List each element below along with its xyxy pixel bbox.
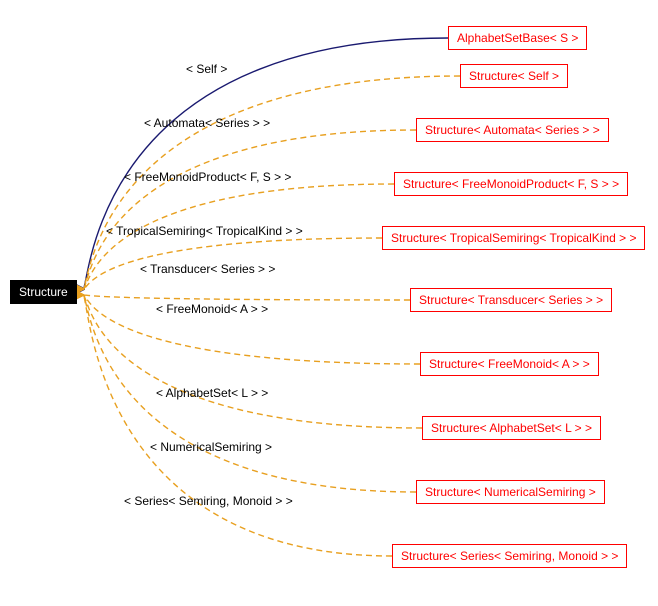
leaf-node-label: Structure< Automata< Series > > <box>425 123 600 137</box>
inheritance-edge <box>83 38 448 289</box>
edge-label: < FreeMonoidProduct< F, S > > <box>124 170 291 184</box>
leaf-node-label: AlphabetSetBase< S > <box>457 31 578 45</box>
leaf-node: Structure< NumericalSemiring > <box>416 480 605 504</box>
leaf-node: Structure< Self > <box>460 64 568 88</box>
leaf-node-label: Structure< FreeMonoidProduct< F, S > > <box>403 177 619 191</box>
leaf-node: Structure< Automata< Series > > <box>416 118 609 142</box>
leaf-node: AlphabetSetBase< S > <box>448 26 587 50</box>
leaf-node-label: Structure< Transducer< Series > > <box>419 293 603 307</box>
edge-label: < Transducer< Series > > <box>140 262 275 276</box>
leaf-node-label: Structure< TropicalSemiring< TropicalKin… <box>391 231 636 245</box>
leaf-node-label: Structure< Self > <box>469 69 559 83</box>
root-node-structure: Structure <box>10 280 77 304</box>
edge-label: < Series< Semiring, Monoid > > <box>124 494 293 508</box>
edge-label: < NumericalSemiring > <box>150 440 272 454</box>
leaf-node-label: Structure< NumericalSemiring > <box>425 485 596 499</box>
root-node-label: Structure <box>19 285 68 299</box>
leaf-node-label: Structure< Series< Semiring, Monoid > > <box>401 549 618 563</box>
leaf-node-label: Structure< AlphabetSet< L > > <box>431 421 592 435</box>
leaf-node: Structure< AlphabetSet< L > > <box>422 416 601 440</box>
leaf-node: Structure< FreeMonoidProduct< F, S > > <box>394 172 628 196</box>
inheritance-edge <box>83 295 392 556</box>
leaf-node-label: Structure< FreeMonoid< A > > <box>429 357 590 371</box>
leaf-node: Structure< Transducer< Series > > <box>410 288 612 312</box>
edge-label: < Automata< Series > > <box>144 116 270 130</box>
edge-label: < FreeMonoid< A > > <box>156 302 268 316</box>
leaf-node: Structure< FreeMonoid< A > > <box>420 352 599 376</box>
leaf-node: Structure< Series< Semiring, Monoid > > <box>392 544 627 568</box>
inheritance-edge <box>83 295 410 300</box>
edge-label: < TropicalSemiring< TropicalKind > > <box>106 224 303 238</box>
edge-label: < AlphabetSet< L > > <box>156 386 268 400</box>
edge-label: < Self > <box>186 62 227 76</box>
leaf-node: Structure< TropicalSemiring< TropicalKin… <box>382 226 645 250</box>
